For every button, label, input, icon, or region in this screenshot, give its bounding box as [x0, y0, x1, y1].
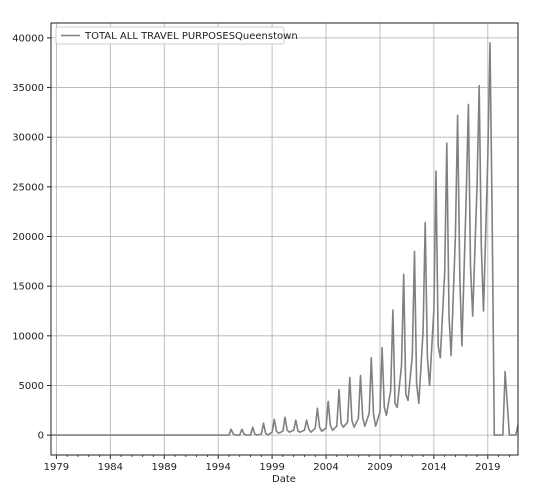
legend-box [55, 26, 285, 45]
x-tick-label: 1994 [205, 462, 230, 473]
legend: TOTAL ALL TRAVEL PURPOSESQueenstown [55, 26, 298, 45]
x-tick-label: 2009 [367, 462, 392, 473]
x-tick-label: 1989 [152, 462, 177, 473]
plot-background [51, 23, 518, 455]
x-axis-label: Date [272, 474, 296, 485]
y-tick-label: 0 [38, 431, 44, 442]
y-tick-label: 20000 [12, 232, 44, 243]
grid-lines [51, 23, 518, 455]
y-tick-label: 10000 [12, 331, 44, 342]
y-axis: 0 5000 10000 15000 20000 25000 30000 35000 40000 [12, 33, 51, 442]
x-axis: 1979 1984 1989 1994 1999 2004 2009 2014 2019 [44, 455, 510, 473]
y-tick-label: 5000 [19, 381, 44, 392]
series-line-queenstown [51, 42, 519, 436]
plot-frame [50, 22, 519, 456]
x-tick-label: 1984 [98, 462, 123, 473]
y-tick-label: 30000 [12, 133, 44, 144]
legend-label: TOTAL ALL TRAVEL PURPOSESQueenstown [84, 31, 298, 42]
y-tick-label: 40000 [12, 33, 44, 44]
x-tick-label: 2004 [313, 462, 338, 473]
x-tick-label: 2019 [475, 462, 500, 473]
x-tick-label: 1979 [44, 462, 69, 473]
y-tick-label: 25000 [12, 182, 44, 193]
x-tick-label: 2014 [421, 462, 446, 473]
y-tick-label: 35000 [12, 83, 44, 94]
x-tick-label: 1999 [259, 462, 284, 473]
y-tick-label: 15000 [12, 282, 44, 293]
